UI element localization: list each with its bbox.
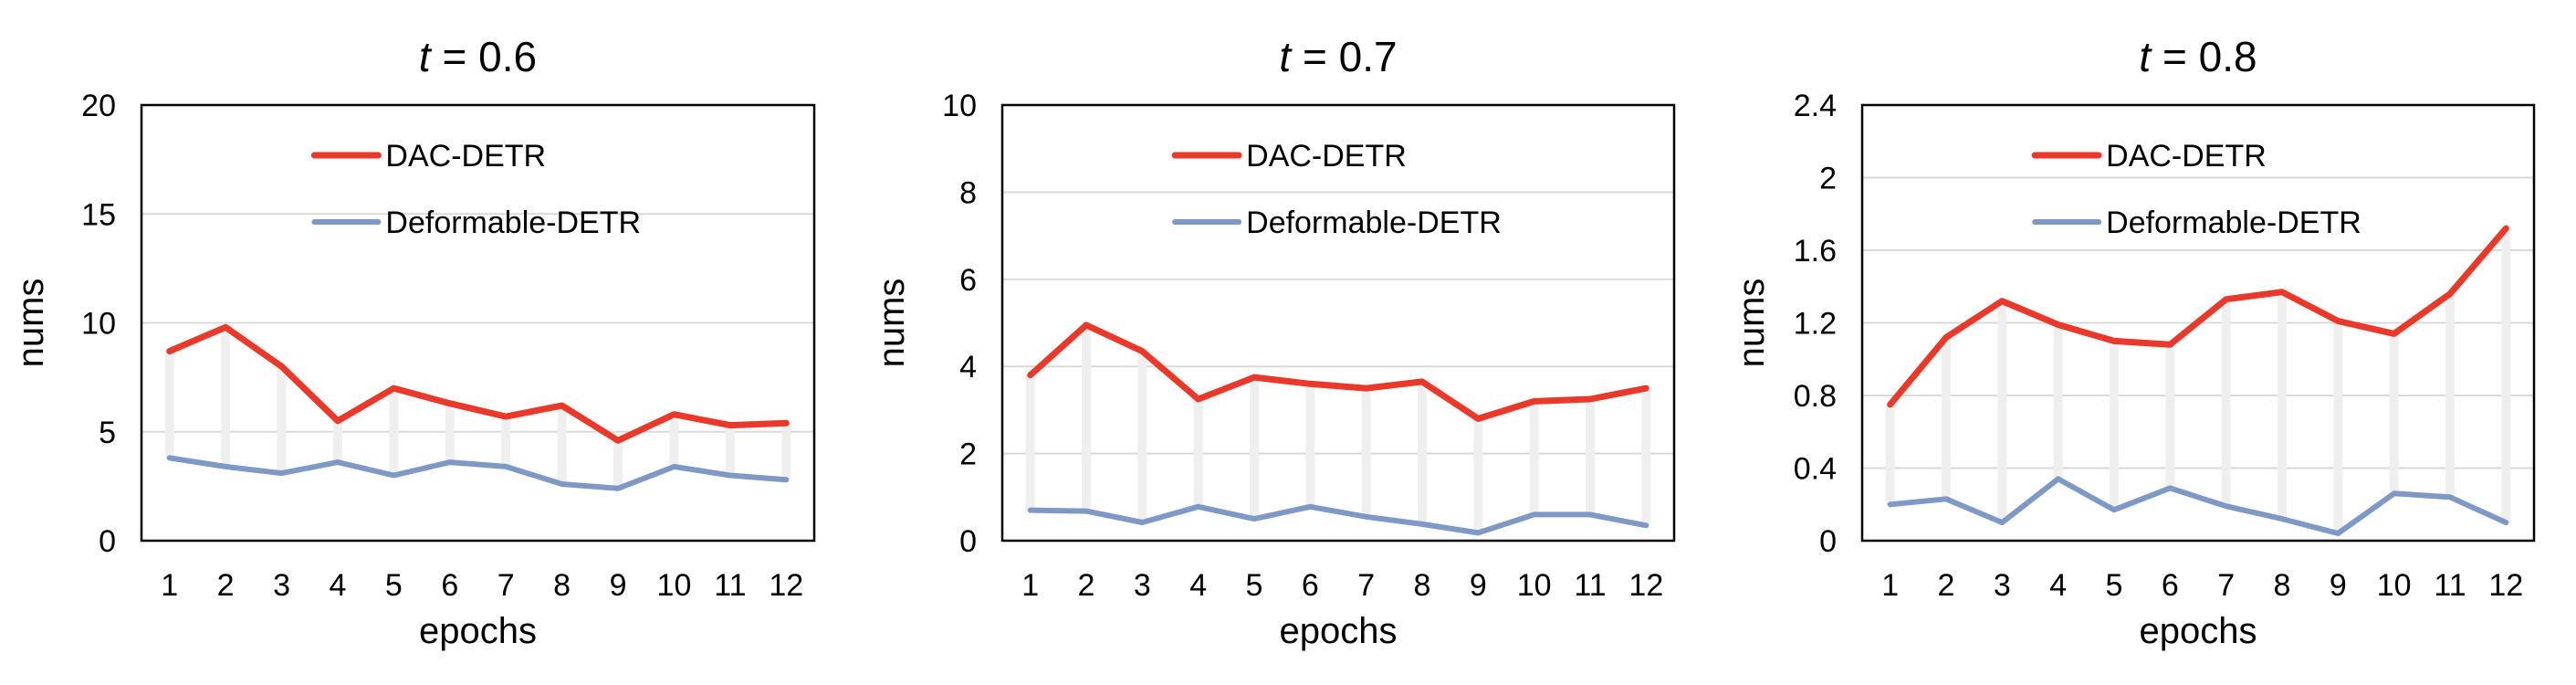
- y-tick-label: 10: [942, 89, 977, 123]
- x-tick-label: 10: [657, 568, 692, 603]
- x-tick-label: 9: [610, 568, 627, 603]
- title-value: = 0.7: [1291, 33, 1397, 80]
- series-line-deformable-detr: [1887, 476, 2509, 536]
- y-tick-label: 0: [959, 524, 977, 559]
- y-tick-label: 0: [1819, 524, 1837, 559]
- series-line-deformable-detr: [166, 455, 790, 491]
- y-tick-label: 4: [959, 350, 977, 385]
- x-axis-label: epochs: [1280, 611, 1398, 651]
- legend-label: Deformable-DETR: [385, 206, 641, 240]
- y-tick-label: 10: [81, 307, 116, 342]
- x-tick-label: 7: [1357, 568, 1375, 603]
- x-tick-label: 10: [2377, 568, 2412, 603]
- x-tick-label: 4: [329, 568, 346, 603]
- x-tick-label: 6: [441, 568, 458, 603]
- x-tick-label: 1: [1021, 568, 1039, 603]
- chart-title: t = 0.8: [2139, 33, 2257, 80]
- x-tick-label: 11: [2434, 568, 2466, 603]
- legend-label: DAC-DETR: [1246, 139, 1407, 174]
- y-tick-label: 2: [959, 437, 977, 472]
- chart-title: t = 0.7: [1279, 33, 1397, 80]
- legend-label: Deformable-DETR: [1246, 206, 1502, 240]
- x-tick-label: 3: [1994, 568, 2011, 603]
- plot-area-border: [1000, 103, 1676, 543]
- x-tick-label: 7: [2217, 568, 2235, 603]
- y-tick-label: 15: [81, 197, 116, 232]
- y-tick-label: 2: [1819, 162, 1837, 196]
- y-tick-label: 1.6: [1794, 234, 1837, 269]
- series-line-dac-detr: [1887, 225, 2509, 408]
- legend-label: DAC-DETR: [385, 139, 546, 174]
- x-tick-label: 6: [2162, 568, 2179, 603]
- series-line-dac-detr: [1027, 321, 1649, 422]
- y-tick-label: 5: [99, 416, 116, 450]
- series-line-dac-detr: [166, 323, 790, 444]
- plot-area-border: [1860, 103, 2536, 543]
- x-tick-label: 7: [497, 568, 515, 603]
- title-value: = 0.6: [431, 33, 537, 80]
- series-line-deformable-detr: [1027, 503, 1649, 536]
- chart-title: t = 0.6: [419, 33, 537, 80]
- x-tick-label: 8: [1414, 568, 1431, 603]
- x-tick-label: 5: [2106, 568, 2123, 603]
- x-tick-label: 8: [553, 568, 571, 603]
- x-tick-label: 2: [217, 568, 235, 603]
- x-tick-label: 1: [161, 568, 178, 603]
- x-tick-label: 3: [1134, 568, 1151, 603]
- title-value: = 0.8: [2151, 33, 2257, 80]
- x-axis-label: epochs: [419, 611, 537, 651]
- x-tick-label: 5: [1246, 568, 1263, 603]
- y-axis-label: nums: [872, 279, 912, 368]
- y-tick-label: 20: [81, 89, 116, 123]
- y-axis-label: nums: [11, 279, 51, 368]
- x-tick-label: 12: [1628, 568, 1663, 603]
- x-tick-label: 2: [1938, 568, 1955, 603]
- x-tick-label: 9: [1470, 568, 1487, 603]
- y-tick-label: 8: [959, 175, 977, 210]
- x-tick-label: 2: [1078, 568, 1095, 603]
- x-tick-label: 11: [1574, 568, 1606, 603]
- x-tick-label: 1: [1881, 568, 1899, 603]
- x-tick-label: 12: [769, 568, 803, 603]
- y-tick-label: 0.4: [1794, 452, 1837, 487]
- x-tick-label: 11: [714, 568, 746, 603]
- plot-area-border: [140, 103, 816, 543]
- title-variable: t: [2139, 33, 2152, 80]
- y-tick-label: 6: [959, 263, 977, 298]
- title-variable: t: [1279, 33, 1293, 80]
- x-tick-label: 4: [1189, 568, 1207, 603]
- y-tick-label: 1.2: [1794, 307, 1837, 342]
- x-tick-label: 9: [2330, 568, 2347, 603]
- x-tick-label: 6: [1302, 568, 1319, 603]
- y-axis-label: nums: [1732, 279, 1772, 368]
- x-tick-label: 8: [2274, 568, 2291, 603]
- y-tick-label: 0.8: [1794, 379, 1837, 414]
- legend-label: DAC-DETR: [2106, 139, 2267, 174]
- x-axis-label: epochs: [2140, 611, 2257, 651]
- x-tick-label: 12: [2488, 568, 2523, 603]
- legend-label: Deformable-DETR: [2106, 206, 2361, 240]
- y-tick-label: 2.4: [1794, 89, 1837, 123]
- chart-panel-3: 00.40.81.21.622.41 2 3 4 5 6 7 8 9 10 11 12epochsnu…: [1732, 33, 2536, 651]
- y-tick-label: 0: [99, 524, 116, 559]
- title-variable: t: [419, 33, 433, 80]
- x-tick-label: 10: [1517, 568, 1552, 603]
- x-tick-label: 4: [2049, 568, 2067, 603]
- x-tick-label: 5: [385, 568, 403, 603]
- x-tick-label: 3: [273, 568, 290, 603]
